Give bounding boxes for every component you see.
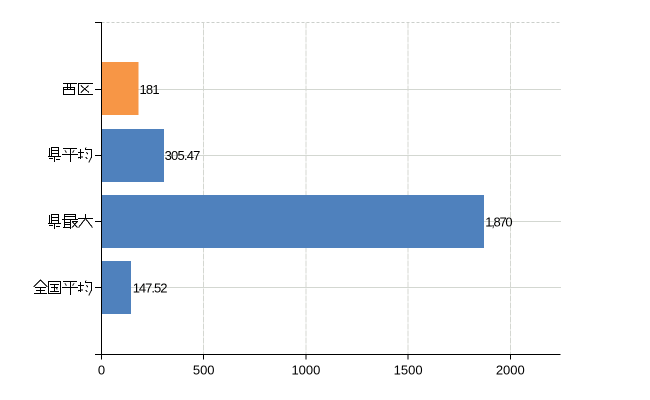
svg-text:305.47: 305.47	[165, 148, 201, 163]
svg-text:181: 181	[140, 82, 160, 97]
svg-text:2000: 2000	[496, 363, 525, 378]
svg-text:1500: 1500	[394, 363, 423, 378]
svg-text:500: 500	[193, 363, 215, 378]
svg-text:1000: 1000	[291, 363, 320, 378]
svg-text:147.52: 147.52	[133, 281, 168, 296]
svg-text:0: 0	[98, 363, 105, 378]
svg-text:1,870: 1,870	[485, 214, 512, 229]
